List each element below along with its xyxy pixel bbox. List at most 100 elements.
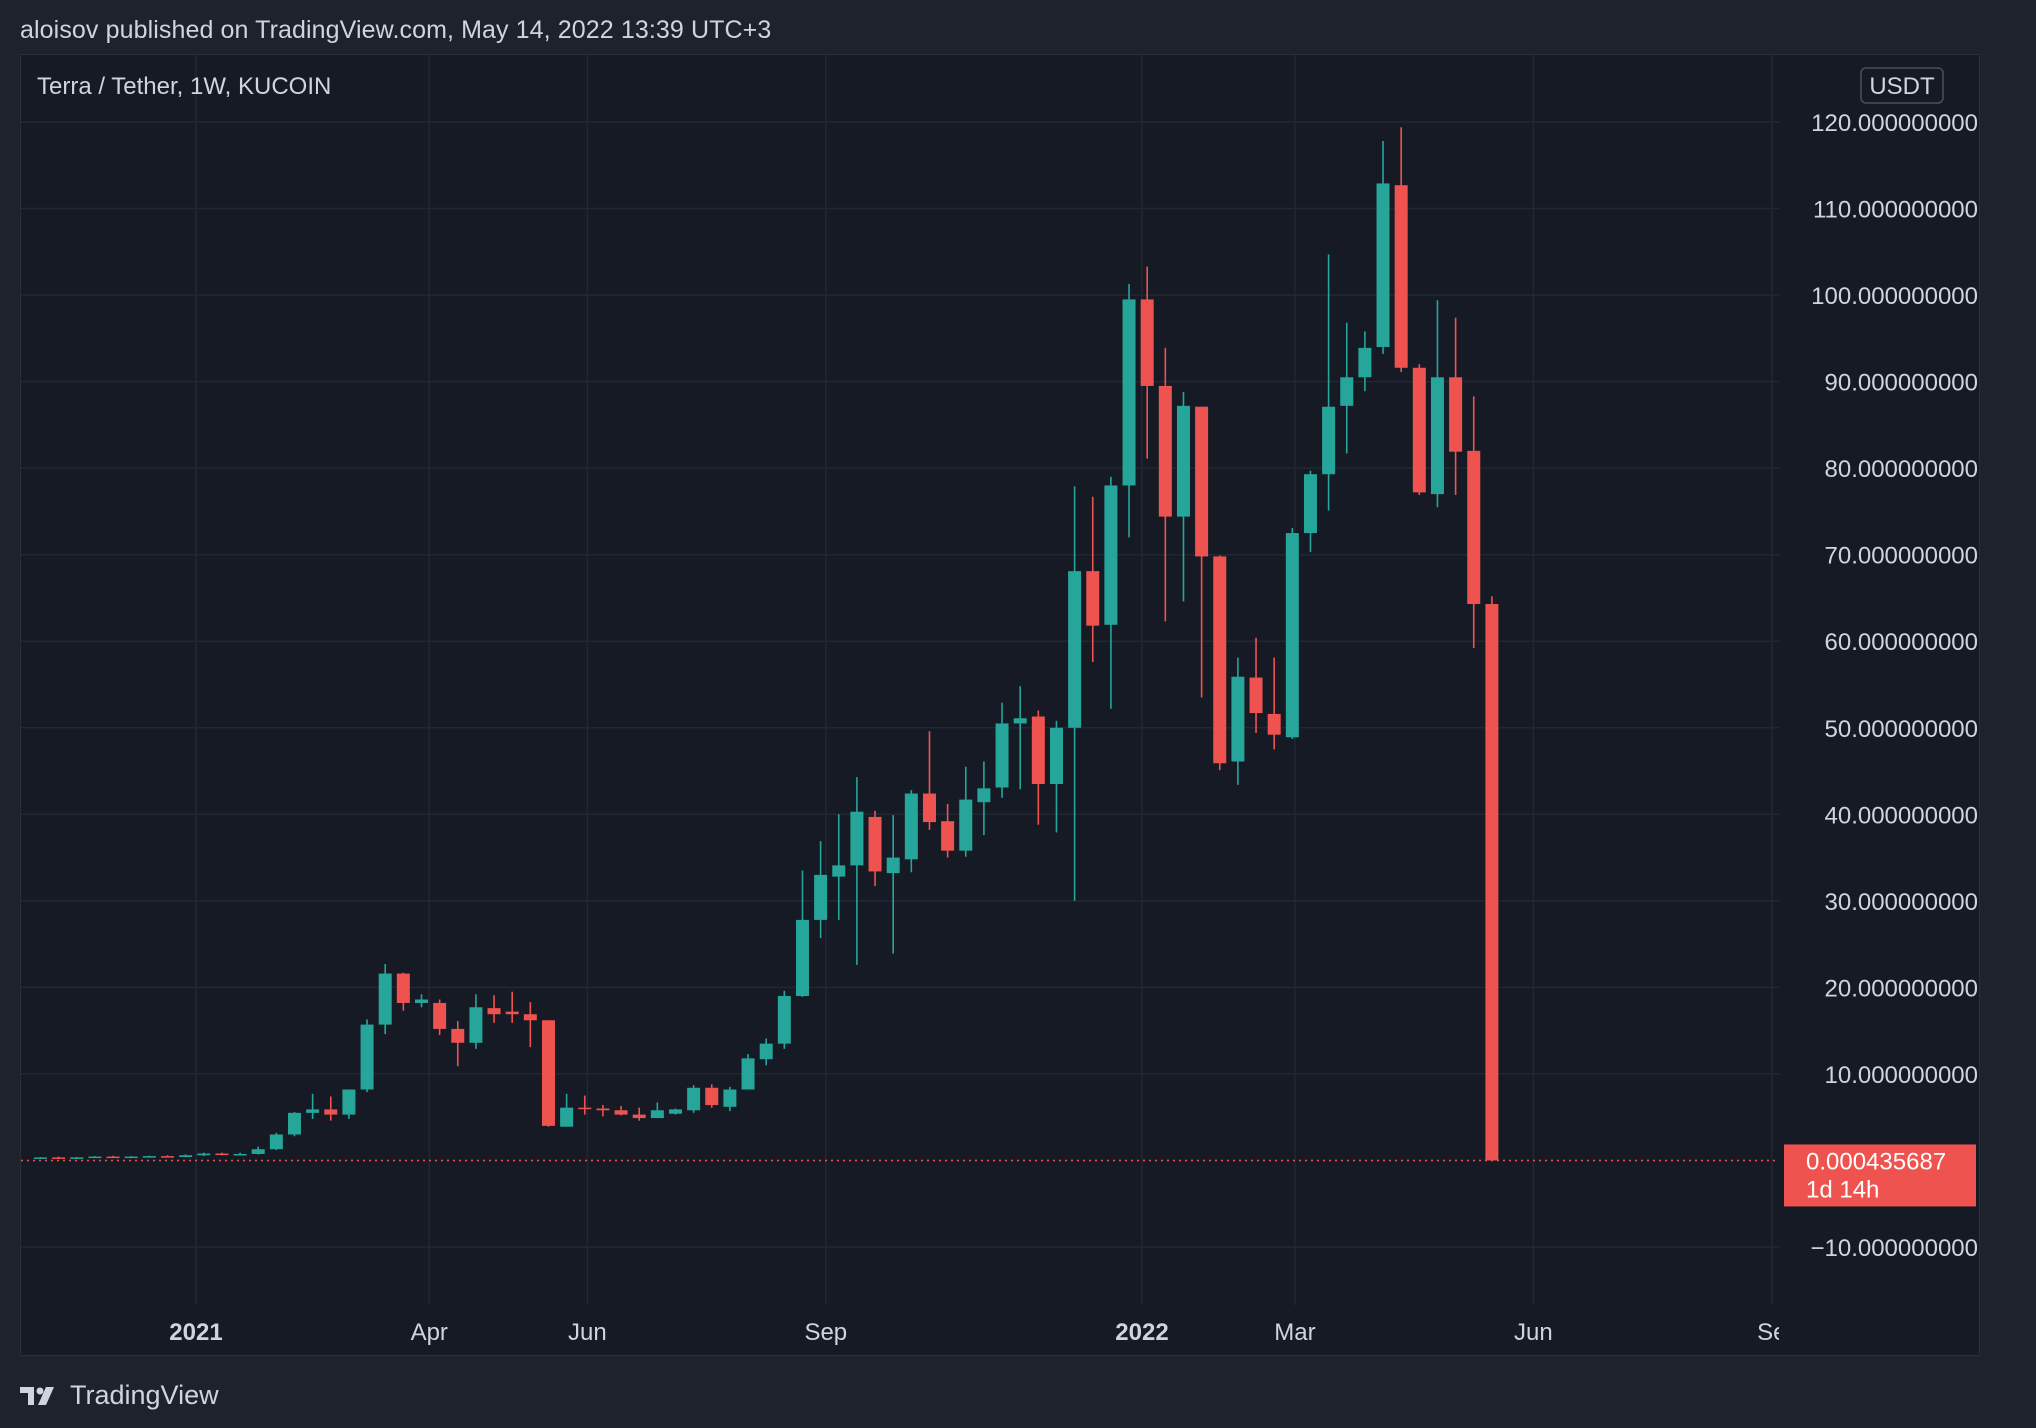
candle-body <box>1376 183 1390 347</box>
candle <box>1031 710 1045 825</box>
candle-body <box>342 1089 356 1115</box>
candle <box>251 1146 265 1155</box>
candle-body <box>179 1155 193 1157</box>
candle-body <box>1031 716 1045 785</box>
time-tick-label: Jun <box>1514 1319 1553 1346</box>
candle <box>1195 406 1209 698</box>
price-tick-label: 110.000000000 <box>1813 197 1978 224</box>
candle-body <box>1303 474 1317 534</box>
candle <box>33 1157 47 1159</box>
candle-body <box>33 1157 47 1159</box>
candle-body <box>995 723 1009 788</box>
candle-body <box>287 1112 301 1135</box>
candle-body <box>1104 485 1118 625</box>
candle-body <box>52 1157 66 1159</box>
candle <box>124 1156 138 1159</box>
candle <box>632 1107 646 1121</box>
candle <box>1467 396 1481 649</box>
candle <box>1303 470 1317 553</box>
publisher-line: aloisov published on TradingView.com, Ma… <box>20 16 772 44</box>
candle <box>360 1019 374 1093</box>
candle <box>70 1157 84 1159</box>
candle <box>1358 331 1372 392</box>
candle-body <box>306 1109 320 1113</box>
candle <box>306 1093 320 1119</box>
candle <box>1140 266 1154 459</box>
candle <box>342 1089 356 1119</box>
candle-body <box>124 1156 138 1159</box>
candle <box>850 777 864 965</box>
candle-body <box>886 857 900 874</box>
candle-body <box>850 811 864 866</box>
candle-body <box>505 1011 519 1015</box>
bar-countdown: 1d 14h <box>1806 1176 1879 1203</box>
candle-body <box>1176 405 1190 517</box>
candle <box>922 731 936 830</box>
candle-body <box>1231 676 1245 762</box>
candle-body <box>959 799 973 851</box>
price-axis[interactable]: 120.000000000 110.000000000 100.000000000 9… <box>1810 110 1978 1262</box>
candle-body <box>1013 718 1027 724</box>
footer: TradingView <box>20 1380 219 1411</box>
candle-body <box>560 1107 574 1127</box>
candle <box>741 1054 755 1090</box>
candle <box>1430 300 1444 508</box>
candle <box>1285 527 1299 740</box>
time-axis[interactable]: 2021 Apr Jun Sep 2022 Mar Jun Se <box>169 1319 1786 1346</box>
candle-body <box>868 816 882 872</box>
candle <box>1376 141 1390 354</box>
candle <box>596 1105 610 1117</box>
candle <box>142 1155 156 1158</box>
grid-lines <box>21 55 1779 1305</box>
candle <box>1412 364 1426 495</box>
price-tick-label: 10.000000000 <box>1825 1062 1979 1089</box>
candle <box>1231 657 1245 785</box>
candle <box>160 1155 174 1158</box>
candle <box>795 870 809 997</box>
candle <box>433 999 447 1035</box>
candle <box>777 990 791 1049</box>
candle <box>1249 637 1263 733</box>
candle-body <box>777 996 791 1044</box>
candle-body <box>215 1153 229 1156</box>
candle-body <box>360 1024 374 1090</box>
candle-body <box>814 874 828 920</box>
candle-body <box>414 999 428 1003</box>
candle <box>396 972 410 1011</box>
candle-body <box>650 1110 664 1119</box>
candle-body <box>160 1156 174 1158</box>
candle <box>1449 317 1463 495</box>
time-tick-label: Jun <box>568 1319 607 1346</box>
candle-body <box>614 1110 628 1115</box>
price-tick-label: 80.000000000 <box>1825 456 1979 483</box>
price-tick-label: −10.000000000 <box>1810 1235 1978 1262</box>
candle-body <box>1340 377 1354 406</box>
candle-body <box>832 865 846 877</box>
candle-body <box>469 1007 483 1043</box>
candle <box>1068 486 1082 901</box>
candle <box>52 1156 66 1159</box>
price-tick-label: 30.000000000 <box>1825 889 1979 916</box>
chart-frame[interactable] <box>20 54 1980 1356</box>
candle-body <box>723 1089 737 1107</box>
candle-body <box>922 793 936 823</box>
candle-body <box>541 1020 555 1126</box>
candle-body <box>1412 367 1426 493</box>
currency-badge[interactable]: USDT <box>1860 67 1944 104</box>
candle <box>1013 686 1027 790</box>
candle-body <box>1449 377 1463 452</box>
candle-body <box>977 788 991 803</box>
time-tick-label: Apr <box>411 1319 448 1346</box>
price-tick-label: 70.000000000 <box>1825 543 1979 570</box>
candle <box>868 810 882 887</box>
candle <box>197 1152 211 1157</box>
price-tick-label: 120.000000000 <box>1811 110 1978 137</box>
candle-body <box>741 1058 755 1090</box>
candle-body <box>1467 450 1481 605</box>
candle <box>487 995 501 1023</box>
currency-label: USDT <box>1869 73 1935 100</box>
last-price-value: 0.000435687 <box>1806 1148 1946 1175</box>
candle <box>414 994 428 1008</box>
candle-body <box>451 1028 465 1043</box>
